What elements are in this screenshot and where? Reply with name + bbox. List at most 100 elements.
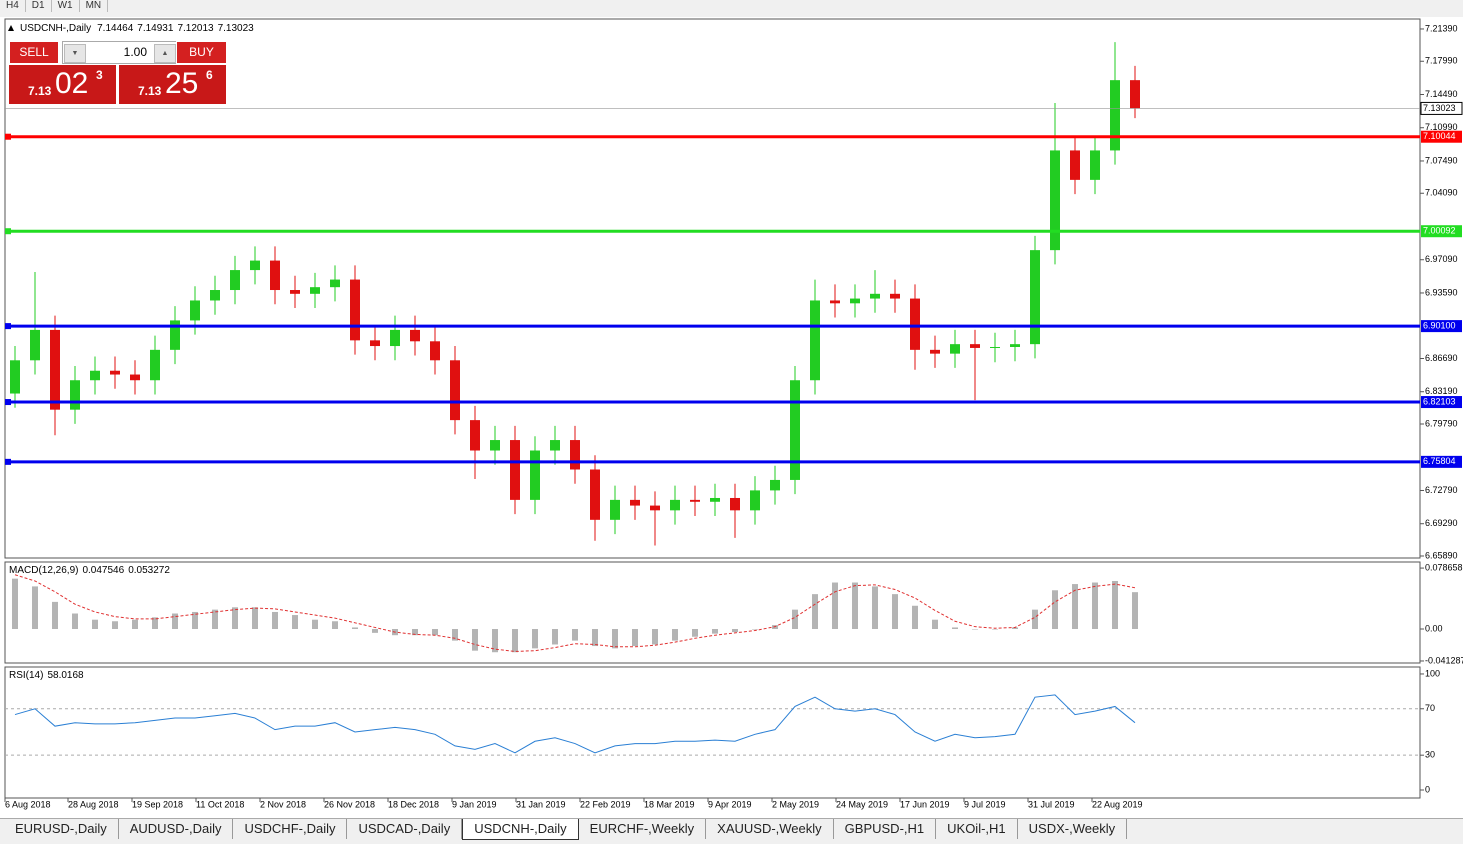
chart-tab[interactable]: USDCNH-,Daily [462, 819, 579, 840]
level-anchor [5, 323, 11, 330]
macd-bar [612, 628, 618, 649]
lot-field[interactable]: ▼ 1.00 ▲ [62, 41, 178, 64]
timeframe-tab[interactable]: W1 [52, 0, 80, 12]
macd-title: MACD(12,26,9) [9, 565, 78, 576]
chart-tab[interactable]: USDX-,Weekly [1018, 819, 1128, 839]
candle-body [690, 499, 700, 502]
one-click-trading: SELL ▼ 1.00 ▲ BUY 7.13 02 3 7.13 25 6 [8, 40, 227, 105]
x-tick-label: 6 Aug 2018 [5, 799, 51, 809]
rsi-line [14, 694, 1136, 754]
y-tick-label: 100 [1425, 668, 1440, 678]
sell-button[interactable]: SELL [9, 41, 59, 64]
candle-body [850, 298, 860, 304]
macd-bar [492, 628, 498, 653]
candle-body [230, 270, 240, 291]
y-tick-label: 6.83190 [1425, 386, 1458, 396]
x-tick-label: 24 May 2019 [836, 799, 888, 809]
level-anchor [5, 458, 11, 465]
timeframe-tab[interactable]: H4 [0, 0, 26, 12]
macd-header: MACD(12,26,9) 0.047546 0.053272 [9, 565, 170, 576]
macd-bar [332, 621, 338, 629]
macd-bar [712, 628, 718, 634]
y-tick-label: 6.79790 [1425, 418, 1458, 428]
macd-bar [32, 586, 38, 629]
candle-body [390, 329, 400, 347]
x-tick-label: 9 Jul 2019 [964, 799, 1006, 809]
level-label: 7.00092 [1423, 226, 1456, 236]
candle-body [870, 293, 880, 299]
macd-bar [732, 628, 738, 633]
timeframe-tab[interactable]: D1 [26, 0, 52, 12]
macd-bar [652, 628, 658, 645]
candle-body [1050, 150, 1060, 251]
chart-tab[interactable]: EURUSD-,Daily [4, 819, 119, 839]
x-tick-label: 19 Sep 2018 [132, 799, 183, 809]
current-price-label: 7.13023 [1423, 103, 1456, 113]
macd-bar [1092, 582, 1098, 629]
chart-tab[interactable]: USDCAD-,Daily [347, 819, 463, 839]
chart-tab[interactable]: GBPUSD-,H1 [834, 819, 937, 839]
macd-bar [792, 609, 798, 629]
macd-bar [152, 617, 158, 629]
lot-down[interactable]: ▼ [64, 44, 86, 63]
x-tick-label: 2 Nov 2018 [260, 799, 306, 809]
candle-body [670, 499, 680, 511]
header-high: 7.14931 [137, 23, 174, 34]
macd-bar [272, 611, 278, 629]
candle-body [890, 293, 900, 299]
macd-bar [312, 619, 318, 629]
chart-tab[interactable]: EURCHF-,Weekly [579, 819, 707, 839]
chart-tab[interactable]: USDCHF-,Daily [233, 819, 348, 839]
macd-bar [672, 628, 678, 641]
macd-bar [952, 627, 958, 629]
macd-bar [412, 628, 418, 636]
buy-price[interactable]: 7.13 25 6 [118, 64, 227, 105]
macd-bar [1032, 609, 1038, 629]
chart-background [0, 17, 1463, 818]
candle-body [330, 279, 340, 288]
macd-bar [972, 628, 978, 630]
sell-price[interactable]: 7.13 02 3 [8, 64, 117, 105]
rsi-title: RSI(14) [9, 670, 43, 681]
chart-tab[interactable]: XAUUSD-,Weekly [706, 819, 834, 839]
rsi-value: 58.0168 [47, 670, 84, 681]
level-label-box [1421, 455, 1462, 468]
candle-body [270, 260, 280, 291]
candle-body [10, 360, 20, 394]
candle-body [650, 505, 660, 511]
macd-bar [1052, 590, 1058, 629]
sell-big: 7.13 [28, 84, 52, 98]
macd-bar [192, 611, 198, 629]
candle-body [370, 340, 380, 347]
y-tick-label: 6.72790 [1425, 485, 1458, 495]
x-tick-label: 18 Dec 2018 [388, 799, 439, 809]
macd-bar [692, 628, 698, 637]
candle-body [1010, 344, 1020, 347]
candle-body [350, 279, 360, 341]
candle-body [430, 341, 440, 361]
lot-up[interactable]: ▲ [154, 44, 176, 63]
candle-body [1110, 80, 1120, 151]
timeframe-tab[interactable]: MN [80, 0, 109, 12]
candle-body [90, 370, 100, 381]
pane-frame [4, 561, 1421, 664]
y-tick-label: 0.00 [1425, 623, 1443, 633]
buy-button[interactable]: BUY [176, 41, 227, 64]
sell-pips: 02 [55, 67, 89, 100]
candle-body [510, 440, 520, 500]
level-label: 6.82103 [1423, 396, 1456, 406]
chart-tab[interactable]: AUDUSD-,Daily [119, 819, 234, 839]
chart-tab[interactable]: UKOil-,H1 [936, 819, 1018, 839]
y-tick-label: 70 [1425, 703, 1435, 713]
candle-body [110, 370, 120, 375]
y-tick-label: 7.17990 [1425, 56, 1458, 66]
y-tick-label: 6.97090 [1425, 254, 1458, 264]
level-label-box [1421, 396, 1462, 409]
candle-body [590, 469, 600, 520]
candle-body [770, 479, 780, 491]
candle-body [290, 290, 300, 294]
y-tick-label: 7.04090 [1425, 188, 1458, 198]
candle-body [550, 440, 560, 451]
macd-bar [232, 607, 238, 629]
macd-bar [512, 628, 518, 653]
